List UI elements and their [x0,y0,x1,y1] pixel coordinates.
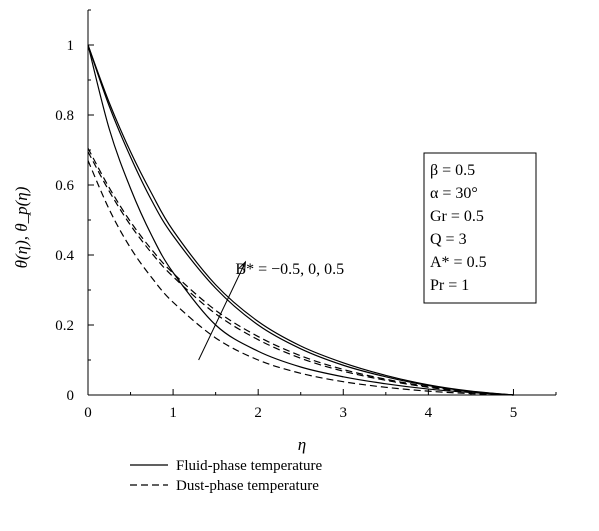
fluid-phase-curve-1 [87,44,514,396]
parameter-item: A* = 0.5 [430,254,487,271]
y-tick-label: 1 [67,38,75,54]
x-tick-label: 4 [425,405,433,421]
y-tick-label: 0.2 [55,318,74,334]
x-tick-label: 1 [169,405,177,421]
dust-phase-curve-3 [87,147,514,396]
y-tick-label: 0 [67,388,75,404]
series-layer [87,44,514,396]
fluid-phase-curve-2 [87,44,514,396]
dust-phase-curve-2 [87,151,514,396]
dust-phase-curve-1 [87,160,514,396]
legend: Fluid-phase temperature Dust-phase temper… [130,458,323,494]
y-tick-label: 0.8 [55,108,74,124]
x-tick-label: 0 [84,405,92,421]
legend-label: Dust-phase temperature [176,478,319,494]
parameter-item: α = 30° [430,185,478,202]
fluid-phase-curve-3 [87,44,514,396]
annotation-arrowhead [238,260,247,272]
axes: 0 1 2 3 4 5 0 0.2 0.4 0.6 0.8 1 η θ(η), θ_p(η) [12,9,557,454]
x-axis-title: η [298,435,306,454]
annotation-arrow [198,261,246,361]
parameter-box-border [423,152,537,304]
parameter-item: Pr = 1 [430,277,469,294]
y-tick-label: 0.6 [55,178,74,194]
annotation-layer: B* = −0.5, 0, 0.5 [198,260,344,361]
parameter-item: Gr = 0.5 [430,208,484,225]
y-tick-label: 0.4 [55,248,74,264]
y-axis-title: θ(η), θ_p(η) [12,186,31,268]
parameter-item: Q = 3 [430,231,467,248]
parameter-box: β = 0.5 α = 30° Gr = 0.5 Q = 3 A* = 0.5 Pr = … [423,152,537,304]
x-tick-label: 3 [340,405,348,421]
x-tick-label: 5 [510,405,518,421]
annotation-label: B* = −0.5, 0, 0.5 [235,261,344,278]
legend-label: Fluid-phase temperature [176,458,323,474]
parameter-item: β = 0.5 [430,162,475,179]
x-tick-label: 2 [254,405,262,421]
